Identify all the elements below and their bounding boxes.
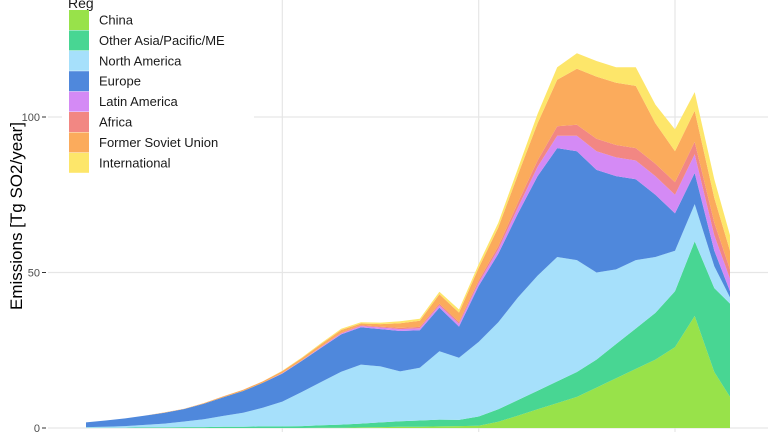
- area-series-europe: [86, 148, 730, 428]
- legend: Reg China Other Asia/Pacific/ME North Amer…: [62, 0, 254, 180]
- legend-label: China: [99, 13, 134, 28]
- y-axis-ticks: 0 50 100: [22, 112, 46, 432]
- legend-label: Former Soviet Union: [99, 135, 218, 150]
- y-tick-label: 0: [34, 423, 40, 432]
- y-tick-label: 100: [22, 112, 40, 124]
- legend-swatch: [69, 30, 89, 51]
- legend-label: Africa: [99, 115, 133, 130]
- legend-swatch: [69, 152, 89, 173]
- legend-label: Other Asia/Pacific/ME: [99, 33, 225, 48]
- y-axis-title: Emissions [Tg SO2/year]: [7, 122, 26, 310]
- area-series-north-america: [86, 204, 730, 428]
- legend-swatch: [69, 10, 89, 30]
- area-series-other-asia-pacific-me: [86, 241, 730, 428]
- legend-label: Europe: [99, 74, 141, 89]
- legend-label: Latin America: [99, 94, 179, 109]
- legend-swatch: [69, 132, 89, 153]
- y-tick-label: 50: [28, 268, 40, 280]
- legend-swatch: [69, 112, 89, 132]
- legend-label: International: [99, 155, 171, 170]
- area-series-china: [86, 316, 730, 428]
- legend-background: [62, 0, 254, 180]
- legend-swatch: [69, 50, 89, 71]
- legend-swatch: [69, 91, 89, 112]
- legend-swatch: [69, 71, 89, 92]
- legend-title: Reg: [68, 0, 94, 11]
- stacked-areas: [86, 53, 730, 428]
- legend-label: North America: [99, 53, 182, 68]
